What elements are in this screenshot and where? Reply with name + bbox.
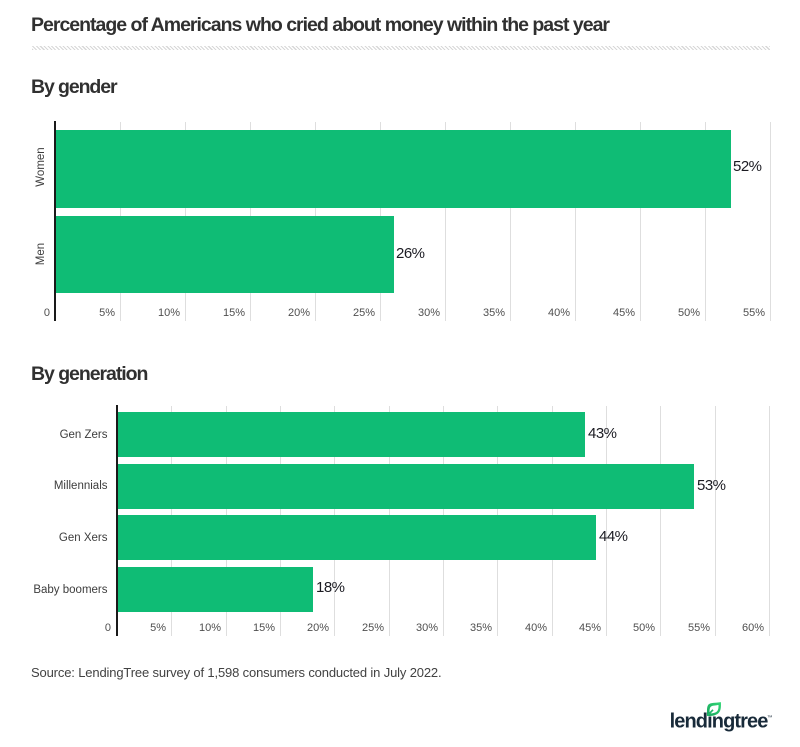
svg-text:™: ™ [767,715,773,721]
svg-text:lendıngtree: lendıngtree [670,711,769,733]
